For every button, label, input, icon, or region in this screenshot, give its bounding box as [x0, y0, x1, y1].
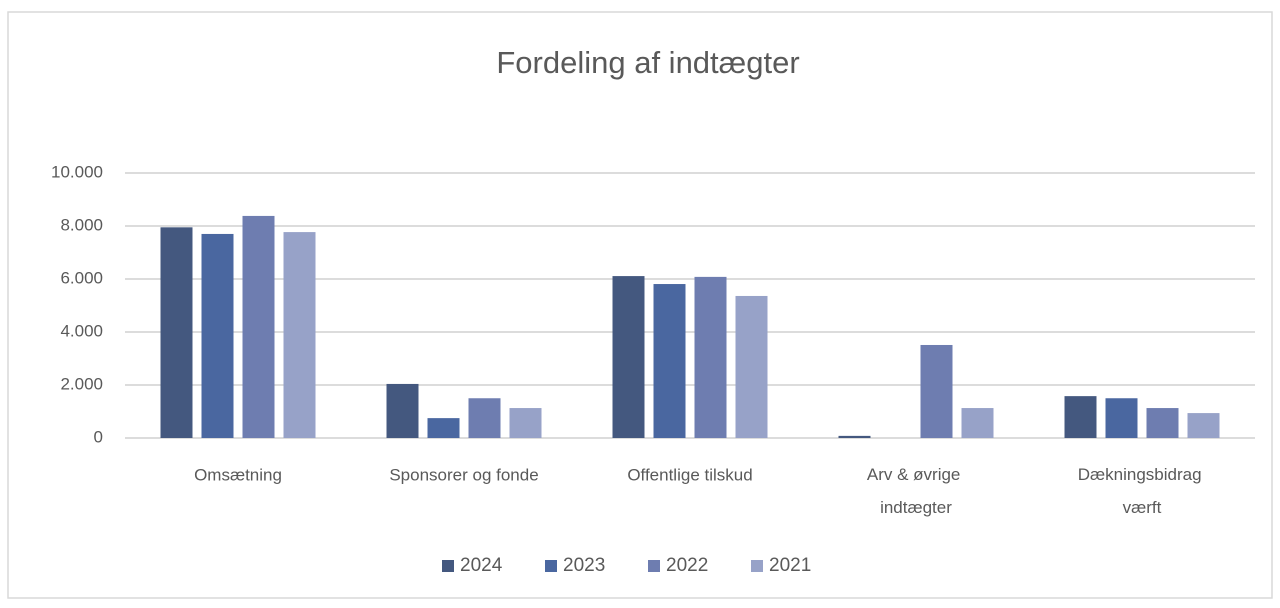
- x-tick-label: Offentlige tilskud: [627, 465, 752, 484]
- x-tick-label: Sponsorer og fonde: [389, 465, 538, 484]
- bar: [612, 276, 645, 438]
- bar: [468, 398, 501, 438]
- bar: [1187, 413, 1220, 438]
- legend-swatch: [751, 560, 763, 572]
- y-tick-label: 10.000: [51, 162, 103, 181]
- bar: [920, 344, 953, 438]
- legend-swatch: [442, 560, 454, 572]
- y-tick-label: 4.000: [60, 321, 103, 340]
- legend-label: 2024: [460, 555, 503, 576]
- x-tick-label: Arv & øvrige indtægter: [867, 465, 965, 517]
- legend-label: 2022: [666, 555, 708, 576]
- y-tick-label: 0: [94, 427, 103, 446]
- legend-label: 2021: [769, 555, 811, 576]
- chart-title: Fordeling af indtægter: [496, 45, 799, 80]
- x-tick-label: Dækningsbidrag værft: [1078, 465, 1207, 517]
- bar: [694, 276, 727, 438]
- bar: [961, 408, 994, 438]
- y-tick-label: 8.000: [60, 215, 103, 234]
- legend-label: 2023: [563, 555, 605, 576]
- bar: [1064, 396, 1097, 438]
- bar: [283, 232, 316, 438]
- bar: [1146, 408, 1179, 438]
- bar: [160, 227, 193, 438]
- bar: [1105, 398, 1138, 438]
- y-tick-label: 6.000: [60, 268, 103, 287]
- bar: [201, 233, 234, 438]
- legend-swatch: [545, 560, 557, 572]
- y-tick-label: 2.000: [60, 374, 103, 393]
- bar: [653, 284, 686, 438]
- bar: [735, 295, 768, 438]
- bar: [838, 435, 871, 438]
- bar: [386, 383, 419, 438]
- bar: [509, 408, 542, 438]
- bar: [242, 215, 275, 438]
- legend-swatch: [648, 560, 660, 572]
- bar: [427, 418, 460, 438]
- x-tick-label: Omsætning: [194, 465, 282, 484]
